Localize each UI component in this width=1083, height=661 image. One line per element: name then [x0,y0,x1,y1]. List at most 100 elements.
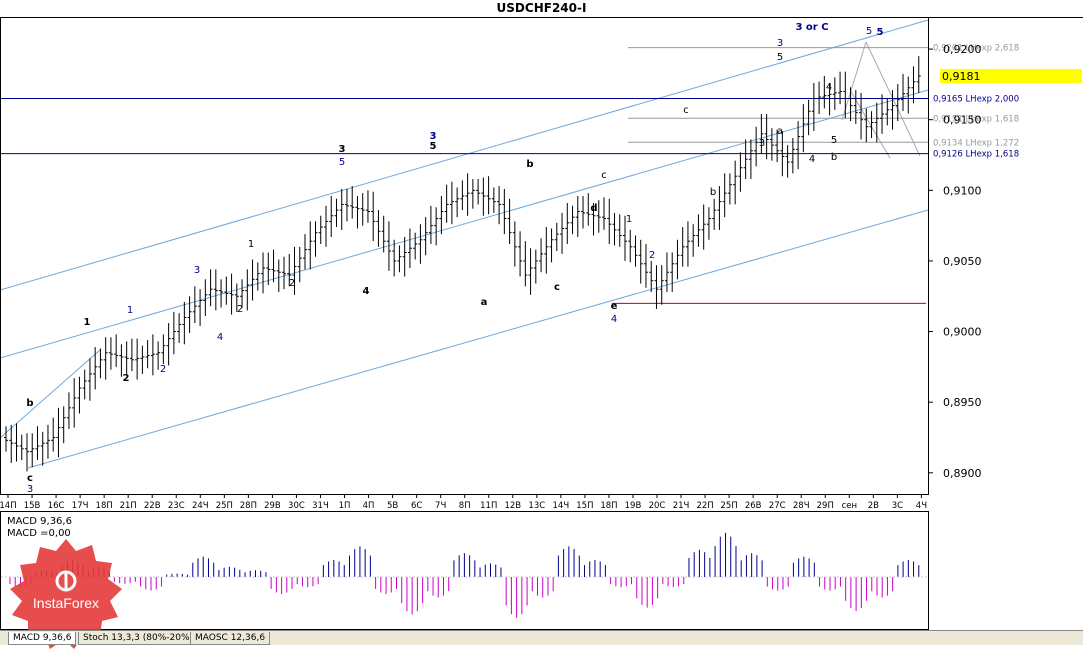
wave-label: b [710,187,716,198]
wave-label: 4 [217,332,223,343]
time-tick-label: 5В [387,501,398,511]
time-tick-label: 13С [528,501,545,511]
wave-label: 5 [877,27,884,38]
time-tick-label: 29П [817,501,834,511]
wave-label: 3 [27,484,33,495]
wave-label: b [526,159,533,170]
tab-maosc[interactable]: MAOSC 12,36,6 [190,632,271,645]
price-panel-frame [0,17,929,495]
macd-name-label: MACD 9,36,6 [7,516,72,527]
time-tick-label: 28П [240,501,257,511]
level-label: 0,9201 LHexp 2,618 [933,44,1019,54]
time-tick-label: 15В [24,501,41,511]
wave-label: 5 [339,157,345,168]
level-label: 0,9134 LHexp 1,272 [933,138,1019,148]
time-tick-label: 15П [576,501,593,511]
time-tick-label: 24Ч [192,501,209,511]
price-tick-label: 0,9000 [943,326,982,339]
time-tick-label: 12В [504,501,521,511]
price-tick-label: 0,9200 [943,43,982,56]
wave-label: e [611,301,618,312]
wave-label: b [831,152,837,163]
time-tick-label: 20С [649,501,666,511]
time-tick-label: 16С [48,501,65,511]
projection-line [841,41,867,121]
instaforex-logo: InstaForex [8,537,124,653]
price-tick-label: 0,9100 [943,184,982,197]
time-tick-label: 1П [339,501,351,511]
logo-badge-icon [10,539,122,649]
wave-label: 2 [160,364,166,375]
level-label: 0,9151 LHexp 1,618 [933,114,1019,124]
wave-label: 1 [84,317,91,328]
channel-line [0,19,929,291]
channel-line [0,89,929,359]
indicator-tabs: MACD 9,36,6 Stoch 13,3,3 (80%-20%) MAOSC… [0,630,1083,645]
wave-label: 5 [430,141,437,152]
time-tick-label: 18П [600,501,617,511]
wave-label: 3 [194,265,200,276]
wave-label: 2 [649,250,655,261]
time-tick-label: 14П [0,501,17,511]
wave-label: 2 [123,373,130,384]
channel-line [27,209,929,469]
wave-label: d [590,203,597,214]
current-price-label: 0,9181 [942,70,981,83]
wave-label: a [777,126,783,137]
wave-label: 3 [339,144,346,155]
macd-value-label: MACD =0,00 [7,528,71,539]
time-tick-label: 29В [264,501,281,511]
wave-label: c [27,473,33,484]
time-tick-label: 25П [721,501,738,511]
wave-label: 4 [363,286,370,297]
wave-label: 3 or C [795,22,828,33]
time-tick-label: 23С [168,501,185,511]
wave-label: c [683,105,689,116]
wave-label: a [481,297,488,308]
time-tick-label: 21Ч [673,501,690,511]
wave-label: 2 [289,278,295,289]
time-tick-label: 3С [892,501,903,511]
time-tick-label: 28Ч [793,501,810,511]
wave-label: 3 [430,131,437,142]
projection-line [849,89,891,159]
price-tick-label: 0,8900 [943,467,982,480]
time-tick-label: 8П [459,501,471,511]
time-tick-label: 4П [363,501,375,511]
wave-label: 5 [831,135,837,146]
time-tick-label: 22В [144,501,161,511]
wave-label: b [26,398,33,409]
wave-label: 1 [626,214,632,225]
channel-line [0,349,101,439]
wave-label: 1 [248,239,254,250]
time-tick-label: 18П [96,501,113,511]
tab-stoch[interactable]: Stoch 13,3,3 (80%-20%) [78,632,199,645]
time-tick-label: 19В [625,501,642,511]
wave-label: 3 [777,38,783,49]
time-tick-label: 6С [411,501,422,511]
price-tick-label: 0,9150 [943,114,982,127]
tab-macd[interactable]: MACD 9,36,6 [8,632,77,645]
macd-panel-frame [0,511,929,630]
logo-text: InstaForex [32,595,100,611]
price-tick-label: 0,9050 [943,255,982,268]
price-tick-label: 0,8950 [943,396,982,409]
time-tick-label: 4Ч [916,501,927,511]
time-tick-label: 17Ч [72,501,89,511]
chart-title: USDCHF240-I [496,1,587,15]
time-tick-label: 26В [745,501,762,511]
wave-label: 1 [127,305,133,316]
time-tick-label: 31Ч [312,501,329,511]
time-tick-label: 25П [216,501,233,511]
wave-label: 4 [611,314,617,325]
wave-label: 2 [237,304,243,315]
wave-label: 4 [826,82,832,93]
current-price-box [940,68,1082,83]
time-tick-label: 14Ч [553,501,570,511]
wave-label: c [601,170,607,181]
time-tick-label: 27С [769,501,786,511]
time-tick-label: 22П [696,501,713,511]
time-tick-label: 7Ч [435,501,446,511]
